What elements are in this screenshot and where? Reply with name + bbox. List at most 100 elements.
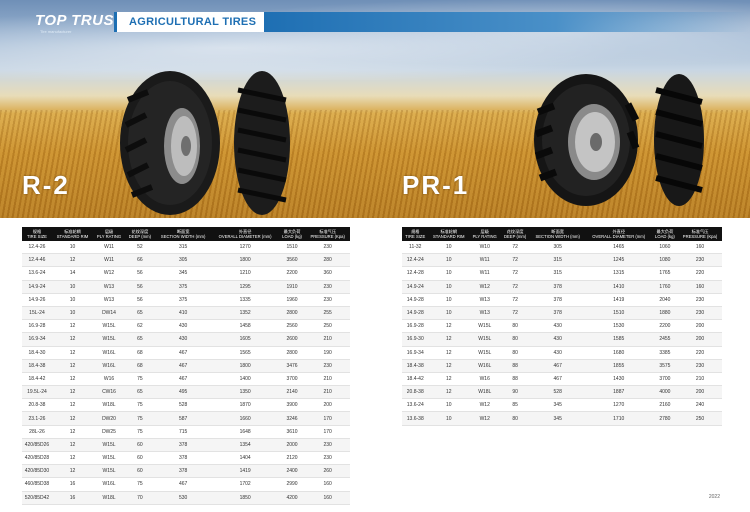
table-cell: 305 — [154, 253, 212, 268]
column-header-en: STANDARD RIM — [56, 234, 89, 239]
table-cell: 3700 — [651, 372, 679, 387]
table-cell: 88 — [500, 372, 530, 387]
column-header-en: OVERALL DIAMETER (mm) — [218, 234, 272, 239]
table-cell: 1800 — [211, 359, 279, 373]
table-cell: 1855 — [585, 359, 652, 373]
table-cell: 375 — [154, 280, 212, 294]
table-cell: 12 — [51, 332, 93, 347]
table-cell: 16 — [51, 477, 93, 492]
column-header-zh: 标准轮辋 — [64, 229, 81, 234]
table-cell: 13.6-24 — [22, 266, 52, 281]
table-cell: 14 — [51, 266, 93, 281]
table-row: 12.4-28 10 W11 72 315 1315 1765 220 — [402, 266, 722, 281]
table-cell: 16.9-30 — [402, 332, 429, 347]
table-cell: 10 — [428, 266, 469, 281]
table-cell: 230 — [305, 241, 350, 255]
table-row: 18.4-38 12 W16L 68 467 1800 3476 230 — [22, 359, 350, 373]
table-row: 420/85D30 12 W15L 60 378 1419 2400 260 — [22, 464, 350, 479]
table-cell: 1648 — [211, 425, 279, 439]
table-cell: 495 — [154, 385, 212, 400]
table-cell: 56 — [125, 280, 155, 294]
table-cell: W15L — [93, 438, 126, 453]
column-header-zh: 规格 — [411, 229, 420, 234]
table-cell: W11 — [93, 253, 126, 268]
table-cell: 1245 — [585, 253, 652, 268]
table-cell: 1760 — [651, 280, 679, 294]
table-cell: 430 — [154, 319, 212, 334]
table-cell: 1910 — [278, 280, 306, 294]
pr1-tire-front-image — [534, 74, 640, 206]
table-cell: 14.9-28 — [402, 293, 429, 307]
table-cell: 12 — [51, 253, 93, 268]
table-cell: 18.4-42 — [22, 372, 52, 387]
table-cell: 56 — [125, 266, 155, 281]
table-cell: 12 — [428, 346, 469, 360]
table-cell: 16.9-28 — [402, 319, 429, 334]
table-cell: 2400 — [278, 464, 306, 479]
table-cell: 72 — [500, 306, 530, 321]
table-cell: 12 — [51, 359, 93, 373]
column-header-en: PRESSURE (Kpa) — [310, 234, 345, 239]
table-cell: 10 — [428, 241, 469, 255]
table-cell: 170 — [305, 411, 350, 426]
table-cell: 52 — [125, 241, 155, 255]
table-row: 19.5L-24 12 CW16 65 495 1350 2140 210 — [22, 385, 350, 400]
table-cell: 315 — [529, 266, 586, 281]
table-cell: 3900 — [278, 398, 306, 413]
table-cell: 200 — [678, 332, 722, 347]
table-cell: 12 — [428, 332, 469, 347]
table-cell: W11 — [468, 253, 501, 268]
table-cell: 10 — [428, 411, 469, 426]
table-cell: 23.1-26 — [22, 411, 52, 426]
table-cell: 210 — [305, 372, 350, 387]
brand-tagline: Tire manufacturer — [40, 29, 72, 34]
table-cell: 12.4-24 — [402, 253, 429, 268]
right-model-name: PR-1 — [402, 170, 470, 200]
column-header: 外直径 OVERALL DIAMETER (mm) — [585, 227, 652, 241]
table-cell: 528 — [154, 398, 212, 413]
table-row: 520/85D42 16 W18L 70 530 1850 4200 160 — [22, 491, 350, 505]
table-cell: 1605 — [211, 332, 279, 347]
table-cell: W16L — [468, 359, 501, 373]
r2-tire-front-image — [120, 71, 220, 215]
table-cell: 587 — [154, 411, 212, 426]
table-cell: 75 — [125, 398, 155, 413]
table-cell: 75 — [125, 372, 155, 387]
table-cell: 3476 — [278, 359, 306, 373]
table-cell: 18.4-30 — [22, 346, 52, 360]
table-cell: 410 — [154, 306, 212, 321]
table-cell: W16L — [93, 346, 126, 360]
column-header-zh: 标准气压 — [319, 229, 337, 234]
column-header-en: TIRE SIZE — [26, 234, 47, 239]
table-cell: 230 — [305, 438, 350, 453]
column-header-zh: 层级 — [480, 229, 489, 234]
table-cell: 1850 — [211, 491, 279, 505]
table-cell: 60 — [125, 438, 155, 453]
table-cell: 16 — [51, 491, 93, 505]
hero-banner: TOP TRUST Tire manufacturer AGRICULTURAL… — [0, 0, 750, 218]
table-cell: 250 — [678, 411, 722, 426]
table-cell: 1880 — [651, 306, 679, 321]
table-cell: 200 — [678, 385, 722, 400]
column-header-en: SECTION WIDTH (mm) — [160, 234, 206, 239]
table-cell: 230 — [678, 293, 722, 307]
table-cell: 12 — [51, 438, 93, 453]
table-row: 28L-26 12 DW25 75 715 1648 3610 170 — [22, 425, 350, 439]
table-cell: 28L-26 — [22, 425, 52, 439]
table-cell: W13 — [93, 280, 126, 294]
table-cell: 378 — [529, 293, 586, 307]
table-cell: W16L — [93, 359, 126, 373]
table-cell: 467 — [154, 359, 212, 373]
table-cell: W16 — [93, 372, 126, 387]
column-header-zh: 花纹深度 — [506, 229, 524, 234]
table-cell: 1430 — [585, 372, 652, 387]
table-cell: 10 — [51, 280, 93, 294]
table-row: 16.9-28 12 W15L 62 430 1458 2560 250 — [22, 319, 350, 334]
column-header-en: PRESSURE (Kpa) — [682, 234, 718, 239]
column-header: 规格 TIRE SIZE — [402, 227, 429, 241]
table-cell: 11-32 — [402, 241, 429, 255]
table-cell: 467 — [154, 346, 212, 360]
table-header-row: 规格 TIRE SIZE 标准轮辋 STANDARD RIM 层级 PLY RATING 花… — [402, 227, 722, 241]
column-header: 最大负荷 LOAD (kg) — [651, 227, 679, 241]
table-cell: 210 — [678, 372, 722, 387]
